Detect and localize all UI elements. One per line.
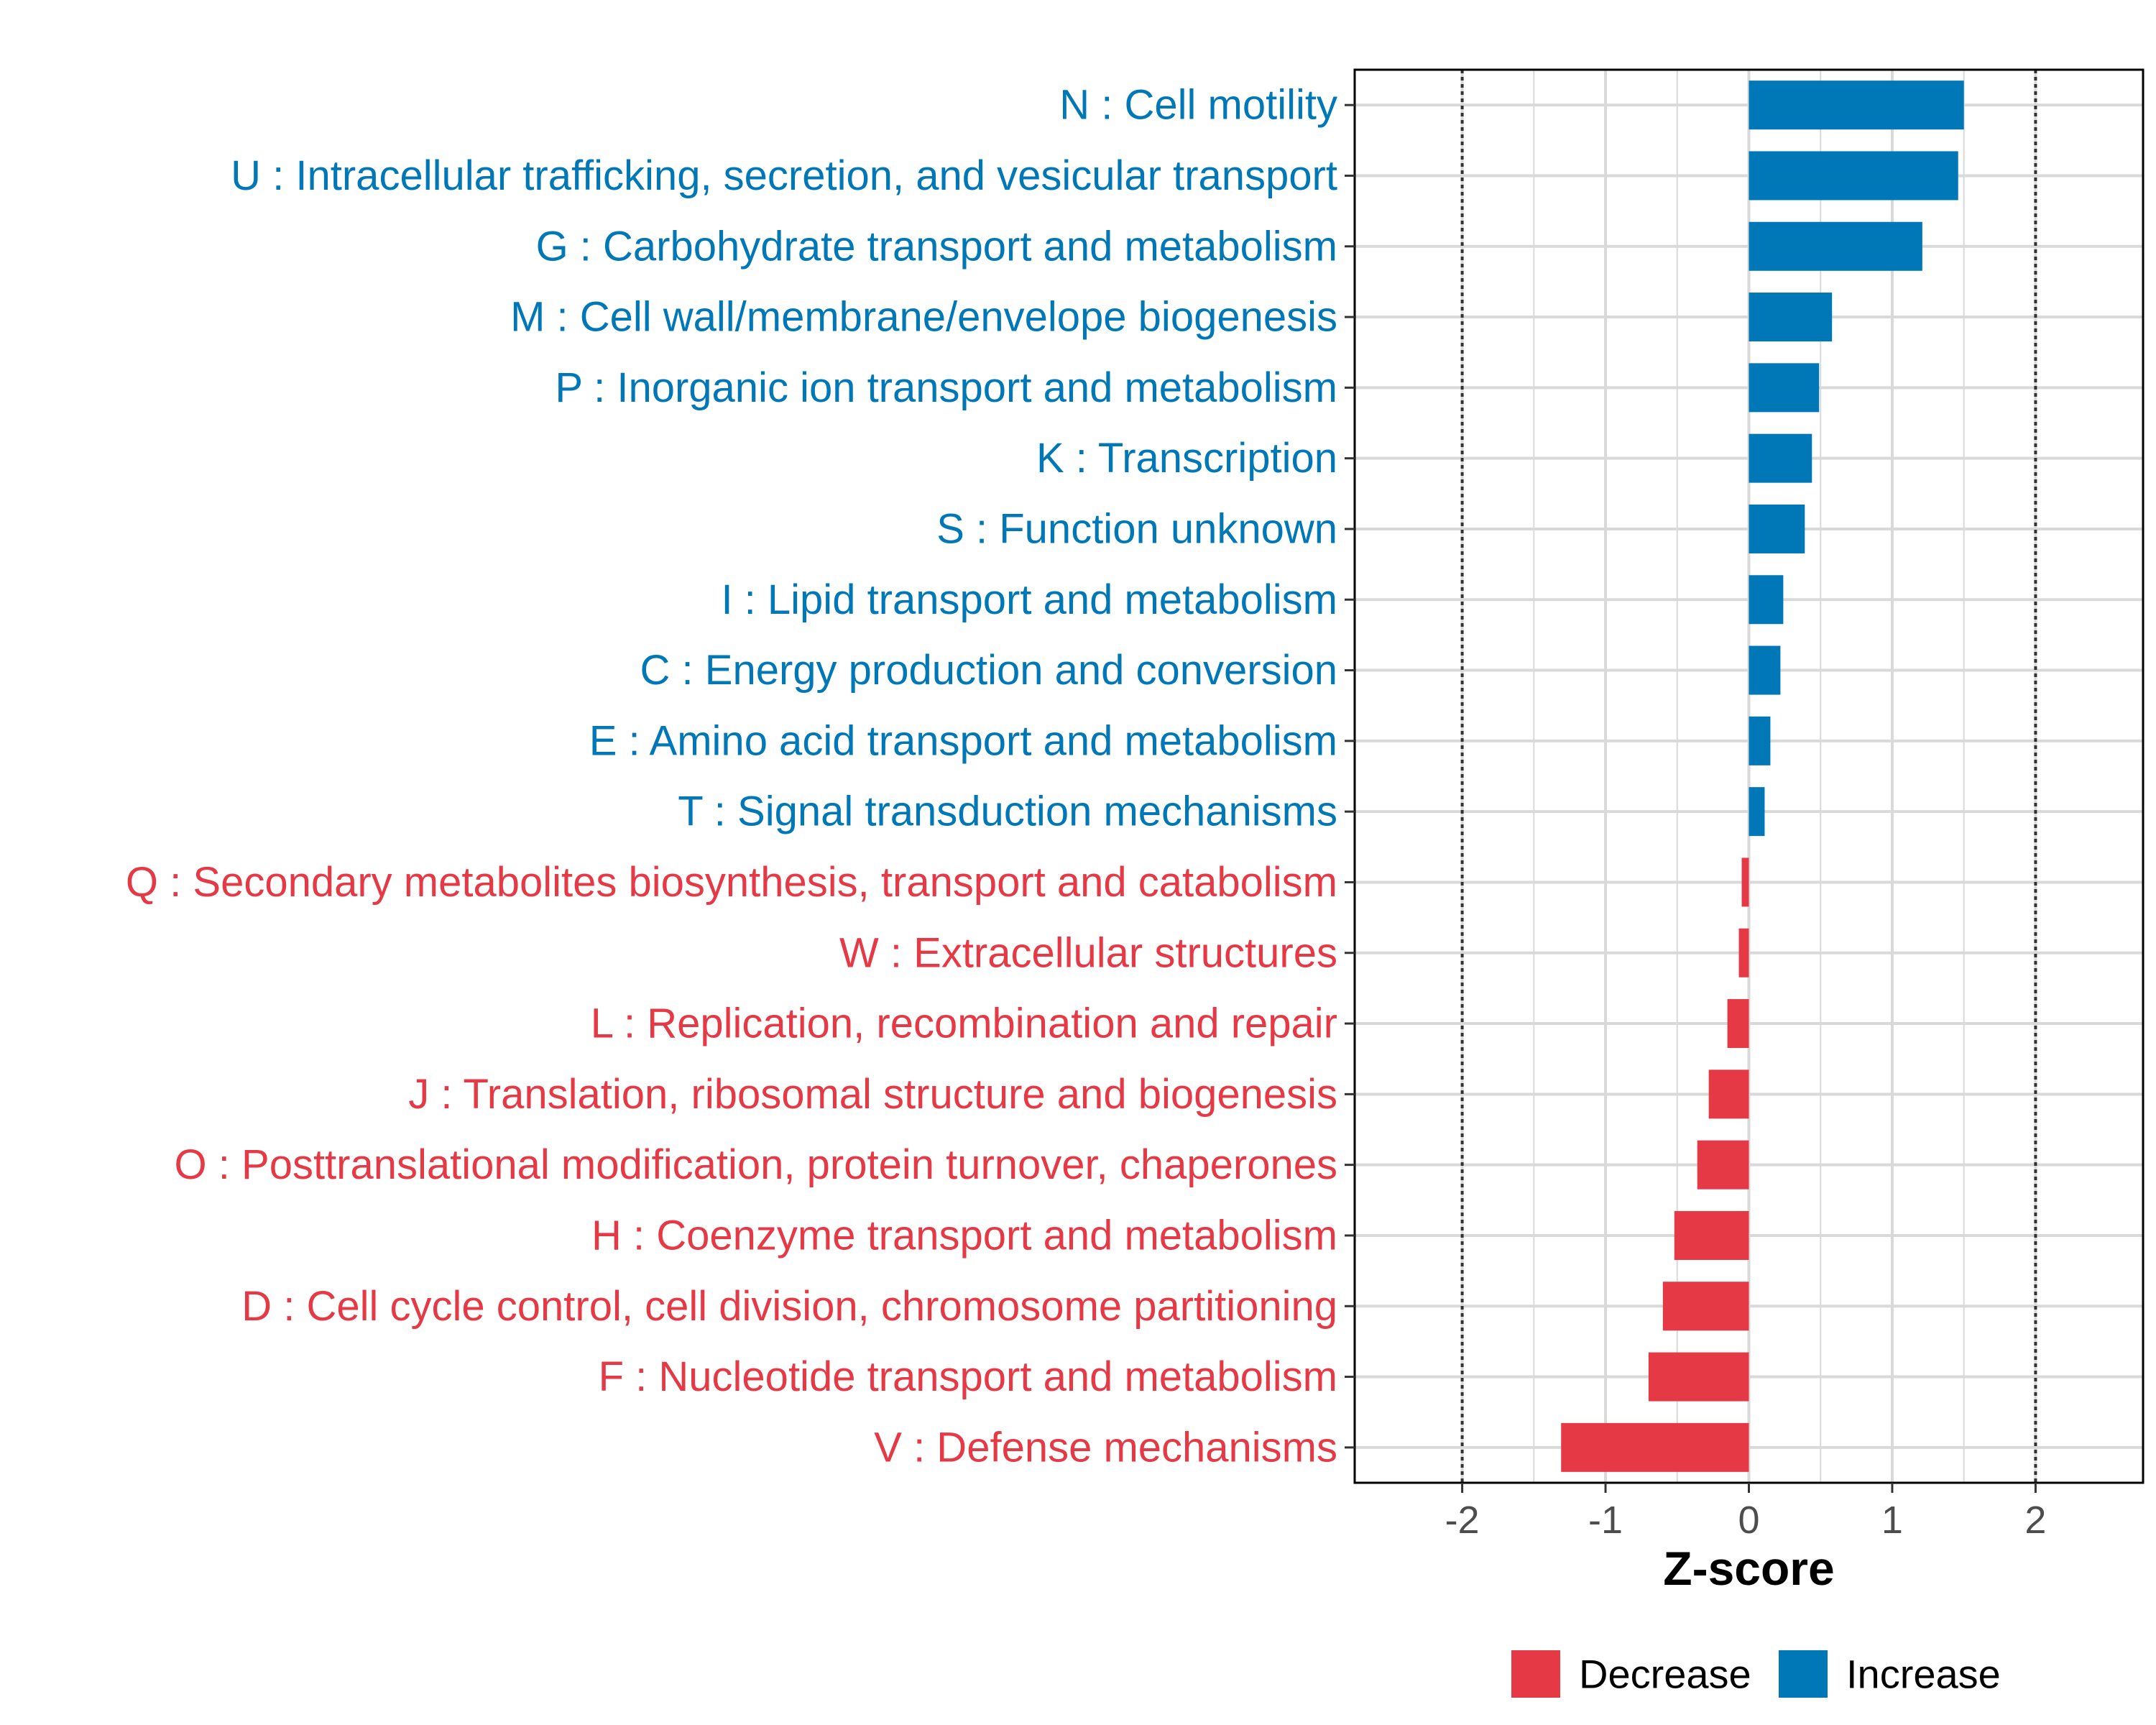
bar	[1749, 645, 1781, 695]
category-label: P : Inorganic ion transport and metaboli…	[555, 364, 1337, 411]
x-tick-label: 1	[1881, 1499, 1903, 1542]
category-label: C : Energy production and conversion	[640, 647, 1337, 694]
bar	[1749, 151, 1958, 201]
category-label: F : Nucleotide transport and metabolism	[599, 1353, 1337, 1400]
category-label: I : Lipid transport and metabolism	[721, 576, 1337, 623]
legend-swatch	[1511, 1650, 1560, 1698]
legend: Decrease Increase	[1511, 1650, 2001, 1698]
bar	[1727, 999, 1749, 1049]
category-label: H : Coenzyme transport and metabolism	[591, 1212, 1337, 1259]
x-tick-label: -1	[1588, 1499, 1623, 1542]
x-axis: -2 -1 0 1 2	[1445, 1483, 2046, 1542]
bar	[1749, 504, 1805, 553]
category-label: W : Extracellular structures	[839, 929, 1337, 976]
category-label: U : Intracellular trafficking, secretion…	[231, 152, 1337, 199]
category-label: G : Carbohydrate transport and metabolis…	[536, 223, 1337, 270]
legend-label: Increase	[1846, 1652, 2001, 1697]
bar	[1749, 363, 1820, 413]
bar	[1674, 1210, 1749, 1260]
category-label: Q : Secondary metabolites biosynthesis, …	[126, 859, 1337, 906]
x-tick-label: 0	[1738, 1499, 1759, 1542]
category-label: D : Cell cycle control, cell division, c…	[241, 1283, 1337, 1330]
bar	[1749, 716, 1771, 765]
bar	[1749, 293, 1833, 342]
legend-swatch	[1779, 1650, 1828, 1698]
bars	[1561, 80, 1964, 1472]
bar	[1749, 80, 1964, 130]
category-label: N : Cell motility	[1059, 82, 1337, 129]
category-label: M : Cell wall/membrane/envelope biogenes…	[510, 294, 1337, 341]
category-label: J : Translation, ribosomal structure and…	[408, 1071, 1337, 1118]
category-label: K : Transcription	[1036, 435, 1337, 482]
category-label: S : Function unknown	[936, 505, 1337, 552]
bar	[1662, 1282, 1749, 1331]
y-axis: N : Cell motility U : Intracellular traff…	[126, 82, 1355, 1471]
x-axis-title: Z-score	[1663, 1542, 1834, 1595]
category-label: T : Signal transduction mechanisms	[678, 788, 1337, 835]
bar	[1561, 1422, 1749, 1472]
bar	[1738, 928, 1749, 978]
legend-label: Decrease	[1579, 1652, 1751, 1697]
x-tick-label: -2	[1445, 1499, 1480, 1542]
category-label: E : Amino acid transport and metabolism	[589, 717, 1337, 764]
bar	[1741, 857, 1749, 907]
reference-lines	[1460, 70, 2037, 1483]
bar	[1749, 575, 1784, 625]
bar	[1648, 1352, 1749, 1402]
category-label: V : Defense mechanisms	[874, 1424, 1337, 1471]
bar	[1749, 787, 1765, 837]
category-label: L : Replication, recombination and repai…	[591, 1000, 1337, 1047]
category-label: O : Posttranslational modification, prot…	[175, 1141, 1337, 1188]
bar	[1749, 221, 1922, 271]
bar	[1749, 433, 1812, 483]
bar	[1708, 1070, 1749, 1119]
bar	[1697, 1140, 1749, 1190]
x-tick-label: 2	[2024, 1499, 2046, 1542]
